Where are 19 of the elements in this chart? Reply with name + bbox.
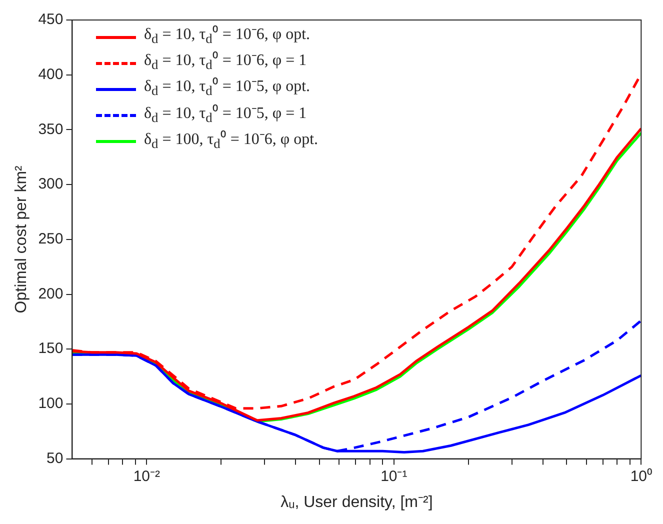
y-tick-label: 400 (38, 66, 64, 83)
x-tick-label: 10⁻² (133, 468, 160, 485)
y-tick-label: 100 (38, 395, 64, 412)
y-tick-label: 450 (38, 11, 64, 28)
y-tick-label: 300 (38, 176, 64, 193)
legend-label: δ$_{d}$ = 10, τ$_{d}$⁰ = 10⁻5, φ = 1 (144, 103, 307, 127)
y-axis-title: Optimal cost per km² (13, 164, 30, 314)
x-axis-title: λᵤ, User density, [m⁻²] (280, 494, 433, 511)
y-tick-label: 200 (38, 285, 64, 302)
legend-label: δ$_{d}$ = 100, τ$_{d}$⁰ = 10⁻6, φ opt. (144, 129, 318, 153)
y-tick-label: 350 (38, 120, 64, 138)
x-tick-label: 10⁻¹ (380, 468, 408, 485)
legend-label: δ$_{d}$ = 10, τ$_{d}$⁰ = 10⁻5, φ opt. (144, 76, 310, 101)
legend-label: δ$_{d}$ = 10, τ$_{d}$⁰ = 10⁻6, φ opt. (144, 24, 310, 48)
y-tick-label: 250 (38, 230, 64, 248)
x-tick-label: 10⁰ (630, 468, 652, 485)
y-tick-label: 50 (46, 450, 64, 467)
y-tick-label: 150 (38, 340, 64, 358)
legend-label: δ$_{d}$ = 10, τ$_{d}$⁰ = 10⁻6, φ = 1 (144, 50, 307, 74)
